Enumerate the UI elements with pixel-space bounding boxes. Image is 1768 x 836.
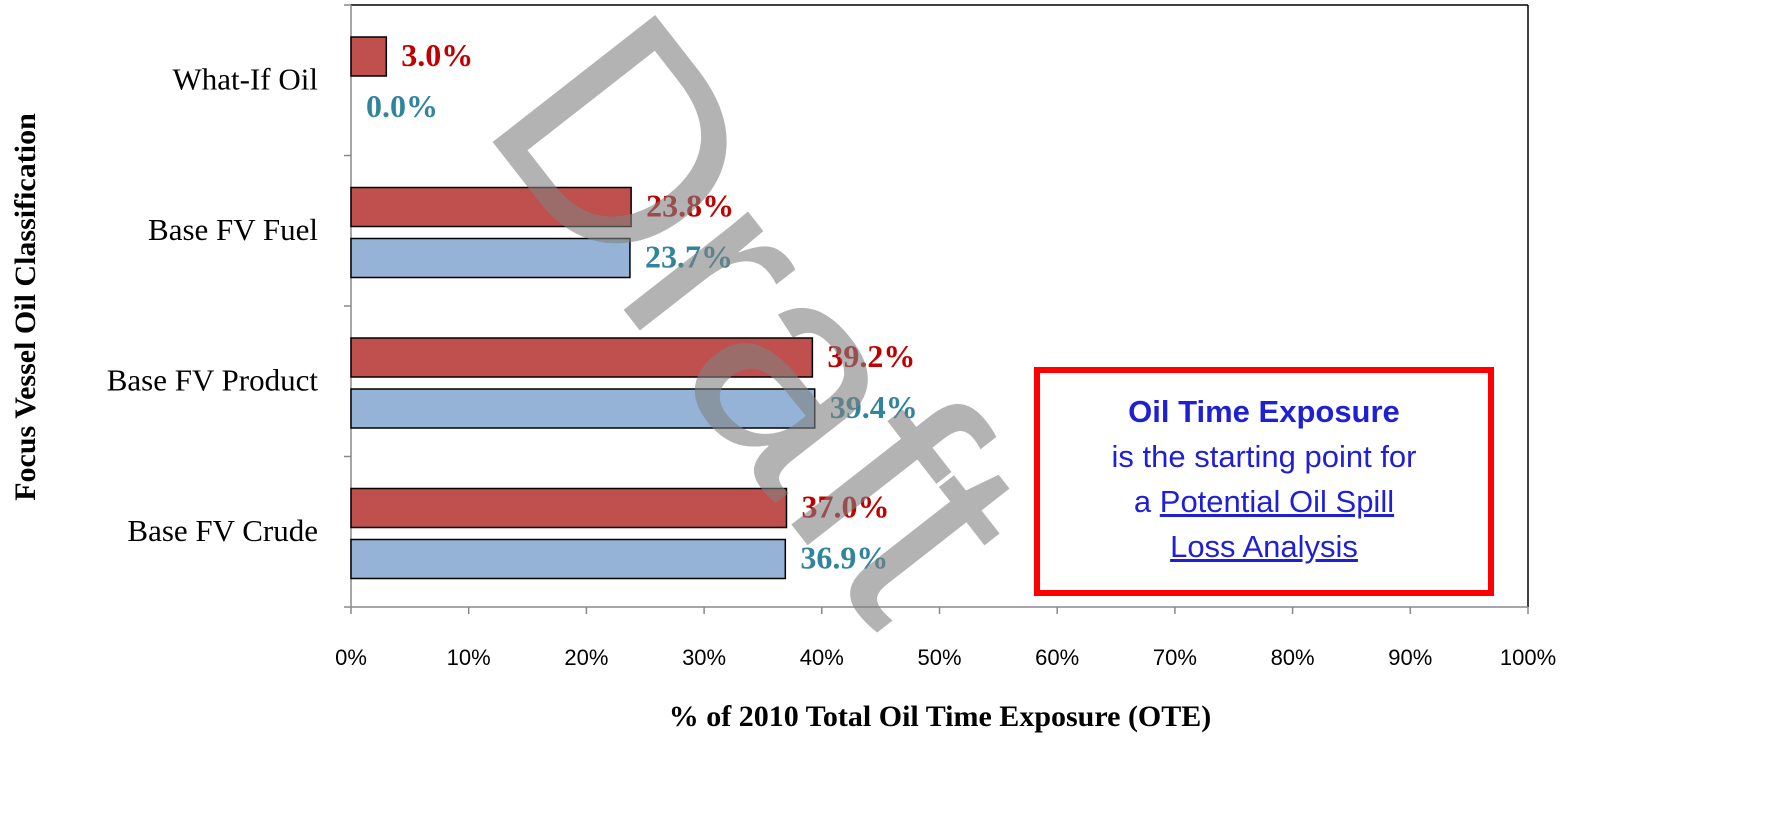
y-tick-label: What-If Oil <box>173 61 318 96</box>
bar <box>350 487 788 529</box>
x-axis-title: % of 2010 Total Oil Time Exposure (OTE) <box>669 700 1212 733</box>
annotation-link[interactable]: Potential Oil Spill <box>1159 484 1395 519</box>
y-tick-label: Base FV Product <box>107 362 319 397</box>
annotation-heading: Oil Time Exposure <box>1128 394 1400 429</box>
x-tick-label: 90% <box>1388 645 1432 670</box>
bar <box>350 337 814 378</box>
bar <box>350 237 631 279</box>
value-label: 37.0% <box>801 488 889 524</box>
x-tick-label: 70% <box>1153 645 1197 670</box>
x-tick-label: 0% <box>335 645 367 670</box>
value-label: 3.0% <box>401 37 473 73</box>
bar <box>350 186 632 228</box>
value-label: 23.8% <box>646 187 734 223</box>
value-label: 0.0% <box>366 88 438 124</box>
value-label: 39.2% <box>827 338 915 374</box>
x-tick-label: 60% <box>1035 645 1079 670</box>
annotation-link[interactable]: Loss Analysis <box>1170 529 1358 564</box>
bar <box>350 388 816 429</box>
bar <box>350 36 388 77</box>
annotation-text: is the starting point for <box>1111 439 1417 474</box>
annotation-box: Oil Time Exposure is the starting point … <box>1034 367 1494 596</box>
x-tick-label: 80% <box>1271 645 1315 670</box>
x-tick-label: 100% <box>1500 645 1556 670</box>
x-tick-label: 50% <box>917 645 961 670</box>
y-tick-label: Base FV Crude <box>127 513 318 548</box>
x-tick-label: 20% <box>564 645 608 670</box>
x-tick-label: 10% <box>447 645 491 670</box>
x-tick-label: 30% <box>682 645 726 670</box>
annotation-prefix: a <box>1133 484 1152 519</box>
value-label: 36.9% <box>800 539 888 575</box>
y-tick-label: Base FV Fuel <box>148 212 318 247</box>
bar <box>350 538 787 580</box>
y-axis-title: Focus Vessel Oil Classification <box>9 113 42 501</box>
x-tick-label: 40% <box>800 645 844 670</box>
value-label: 23.7% <box>645 238 733 274</box>
value-label: 39.4% <box>830 389 918 425</box>
